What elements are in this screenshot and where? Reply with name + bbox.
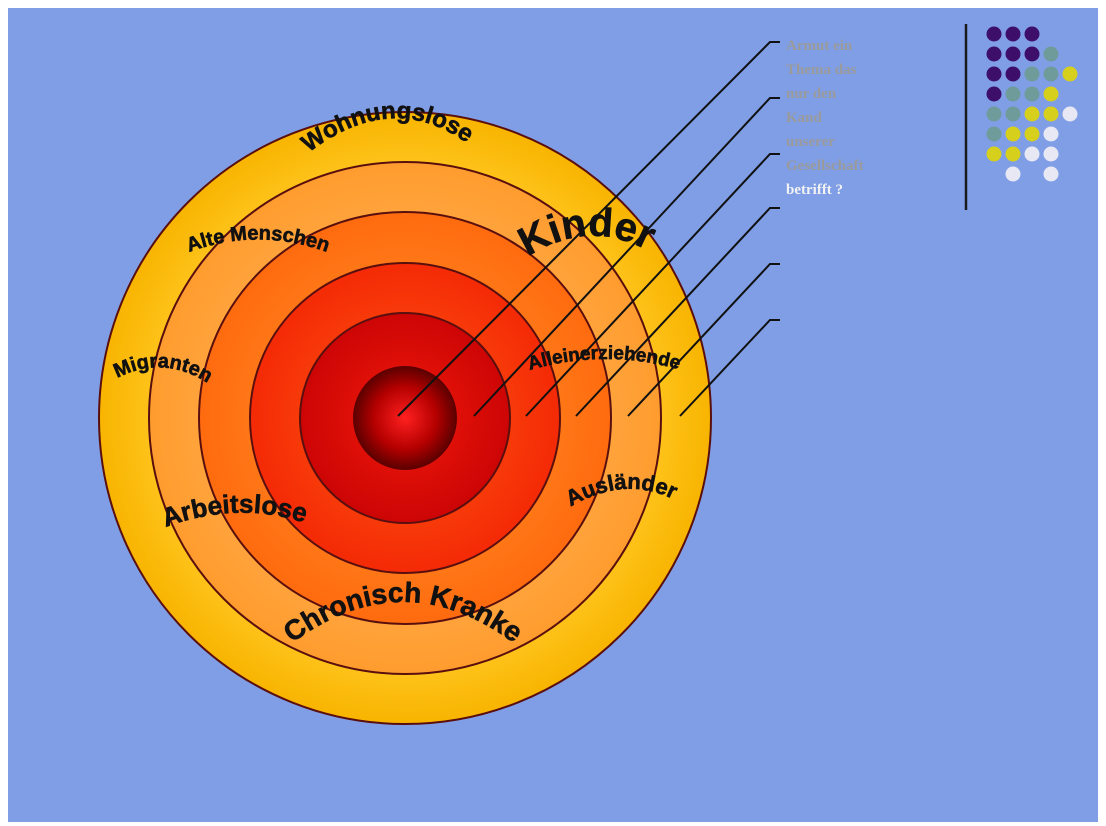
question-line-2: Thema das bbox=[786, 62, 857, 78]
dot-grid bbox=[986, 26, 1078, 182]
decor-dot bbox=[1005, 166, 1021, 182]
decor-dot bbox=[1043, 126, 1059, 142]
decor-dot bbox=[1062, 106, 1078, 122]
question-line-1: Armut ein bbox=[786, 38, 853, 54]
question-line-5: unserer bbox=[786, 134, 835, 150]
decor-dot bbox=[1005, 66, 1021, 82]
leader-line-1 bbox=[397, 41, 780, 417]
decor-dot bbox=[1043, 106, 1059, 122]
decor-dot bbox=[986, 66, 1002, 82]
decor-dot bbox=[986, 26, 1002, 42]
decor-dot bbox=[986, 146, 1002, 162]
decor-dot bbox=[1005, 126, 1021, 142]
question-line-6: Gesellschaft bbox=[786, 158, 864, 174]
question-line-3: nur den bbox=[786, 86, 837, 102]
question-text: Armut ein Thema das nur den Kand unserer… bbox=[786, 34, 936, 202]
leader-line-5 bbox=[627, 263, 780, 417]
decor-dot bbox=[1024, 26, 1040, 42]
leader-line-6 bbox=[679, 319, 780, 417]
decor-dot bbox=[986, 46, 1002, 62]
question-line-7: betrifft ? bbox=[786, 182, 844, 198]
question-line-4: Kand bbox=[786, 110, 822, 126]
decor-dot bbox=[1024, 106, 1040, 122]
decor-dot bbox=[1024, 46, 1040, 62]
leader-line-3 bbox=[525, 153, 780, 417]
decor-dot bbox=[1005, 86, 1021, 102]
decor-dot bbox=[1005, 26, 1021, 42]
decor-dot bbox=[1024, 126, 1040, 142]
leader-lines bbox=[397, 41, 780, 417]
decor-dot bbox=[1043, 86, 1059, 102]
decor-dot bbox=[1043, 46, 1059, 62]
decor-dot bbox=[986, 106, 1002, 122]
decor-dot bbox=[1024, 146, 1040, 162]
decor-dot bbox=[986, 126, 1002, 142]
decor-dot bbox=[1024, 66, 1040, 82]
decor-dot bbox=[1005, 46, 1021, 62]
dot-grid-decoration bbox=[964, 24, 1078, 210]
poverty-ring-diagram: Wohnungslose Alte Menschen Kinder Migran… bbox=[98, 41, 780, 725]
decor-dot bbox=[1043, 146, 1059, 162]
decor-dot bbox=[1062, 66, 1078, 82]
leader-line-2 bbox=[473, 97, 780, 417]
decor-dot bbox=[986, 86, 1002, 102]
decor-dot bbox=[1005, 106, 1021, 122]
decor-dot bbox=[1005, 146, 1021, 162]
decor-dot bbox=[1024, 86, 1040, 102]
decor-dot bbox=[1043, 66, 1059, 82]
slide-canvas: Wohnungslose Alte Menschen Kinder Migran… bbox=[8, 8, 1098, 822]
decor-dot bbox=[1043, 166, 1059, 182]
ring-core bbox=[353, 366, 457, 470]
leader-line-4 bbox=[575, 207, 780, 417]
